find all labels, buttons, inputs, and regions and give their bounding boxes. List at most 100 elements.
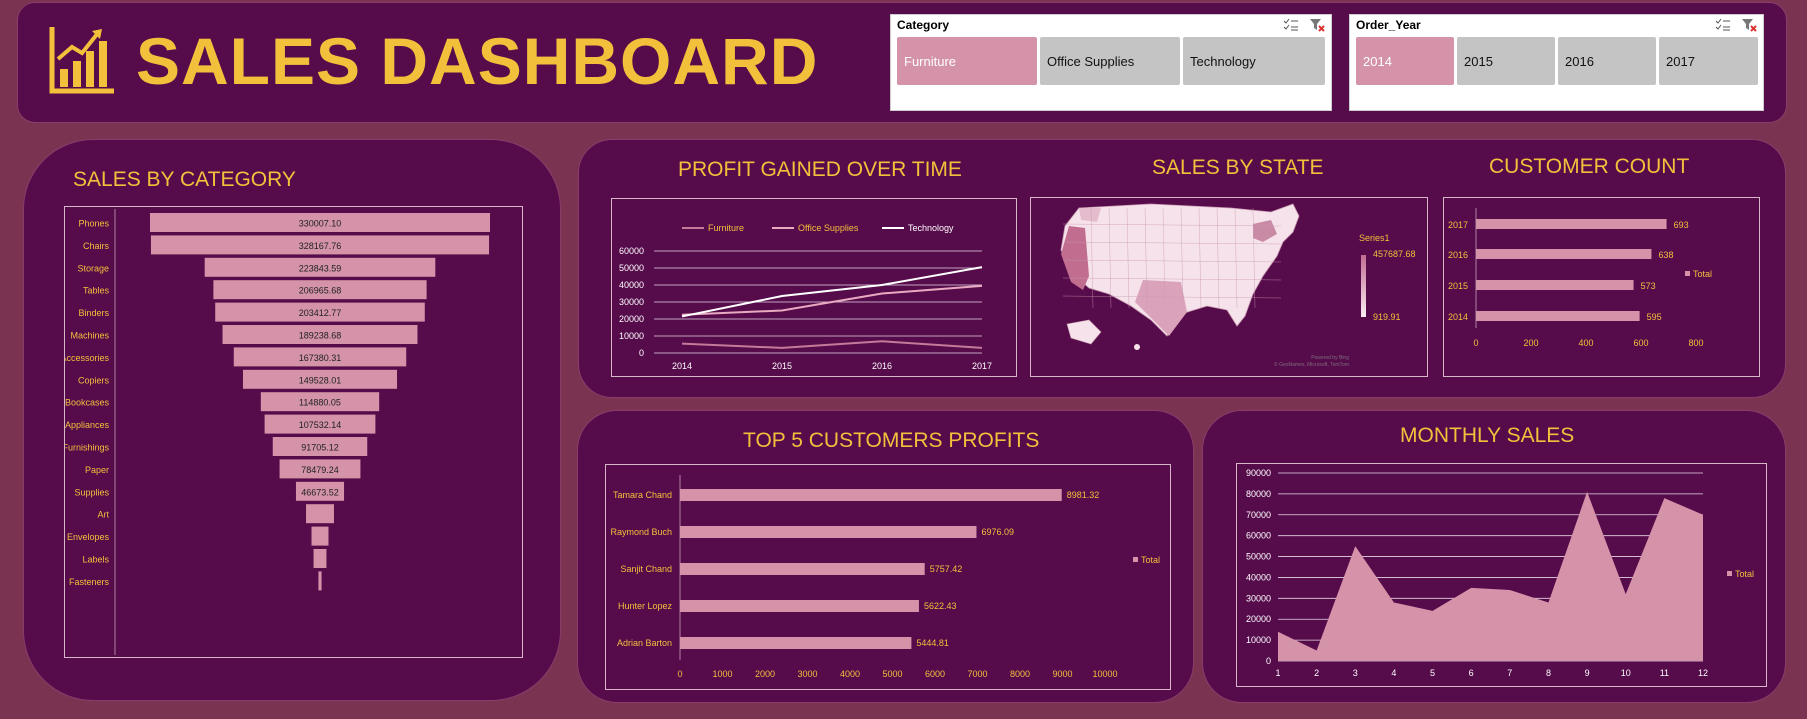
x-tick-label: 800 [1688, 338, 1703, 348]
map-credit: Powered by Bing [1311, 355, 1349, 361]
y-tick-label: 30000 [1246, 593, 1271, 603]
x-tick-label: 7 [1507, 668, 1512, 678]
x-tick-label: 2017 [972, 361, 992, 371]
category-bar [242, 369, 398, 389]
y-tick-label: 60000 [619, 246, 644, 256]
customer-profit-bar [680, 526, 977, 538]
category-bar [306, 504, 334, 524]
category-bar [150, 213, 490, 232]
x-tick-label: 600 [1633, 338, 1648, 348]
y-tick-label: 90000 [1246, 468, 1271, 478]
data-label: 638 [1658, 250, 1673, 260]
category-bar [279, 459, 361, 479]
y-tick-label: Raymond Buch [610, 527, 672, 537]
legend-label: Total [1693, 269, 1712, 279]
chart-title: CUSTOMER COUNT [1489, 155, 1690, 178]
y-tick-label: 60000 [1246, 531, 1271, 541]
plot-area: 0 10000 20000 30000 40000 50000 60000 70000 8000… [1236, 463, 1767, 687]
clear-filter-icon[interactable] [1309, 18, 1325, 32]
x-tick-label: 0 [677, 669, 682, 679]
y-tick-label: 40000 [1246, 572, 1271, 582]
category-tick-label: Supplies [74, 487, 109, 497]
chart-title: TOP 5 CUSTOMERS PROFITS [743, 429, 1040, 452]
y-tick-label: 50000 [1246, 552, 1271, 562]
legend-label: Total [1735, 569, 1754, 579]
plot-area: 2017 693 2016 638 2015 573 2014 595 0 200 400 600 80… [1443, 197, 1760, 377]
customer-profit-bar [680, 637, 912, 649]
customer-bar [1476, 280, 1634, 290]
usa-map-shape [1060, 203, 1300, 337]
y-tick-label: Sanjit Chand [620, 564, 672, 574]
category-bar [222, 325, 418, 344]
y-tick-label: 2017 [1448, 220, 1468, 230]
category-tick-label: Machines [70, 331, 109, 341]
category-data-label: 189238.68 [299, 331, 342, 341]
y-tick-label: Hunter Lopez [618, 601, 673, 611]
y-tick-label: 20000 [619, 314, 644, 324]
legend-max-label: 457687.68 [1373, 249, 1416, 259]
customer-bar [1476, 311, 1640, 321]
multi-select-icon[interactable] [1715, 18, 1731, 32]
state-hawaii [1134, 344, 1140, 350]
category-bar [311, 526, 329, 546]
category-data-label: 167380.31 [299, 353, 342, 363]
plot-area: Tamara Chand 8981.32 Raymond Buch 6976.09 Sa… [605, 464, 1171, 690]
category-tick-label: Bookcases [65, 398, 109, 408]
category-data-label: 78479.24 [301, 465, 339, 475]
state-border [1180, 207, 1184, 309]
category-tick-label: Paper [85, 465, 109, 475]
chart-title: PROFIT GAINED OVER TIME [678, 158, 962, 181]
customer-bar [1476, 249, 1652, 259]
slicer-button-2016[interactable]: 2016 [1558, 37, 1656, 85]
x-tick-label: 10000 [1092, 669, 1117, 679]
y-tick-label: 2014 [1448, 312, 1468, 322]
map-credit: © GeoNames, Microsoft, TomTom [1274, 361, 1349, 368]
x-tick-label: 2014 [672, 361, 692, 371]
slicer-button-2017[interactable]: 2017 [1659, 37, 1758, 85]
category-tick-label: Labels [82, 555, 109, 565]
slicer-button-furniture[interactable]: Furniture [897, 37, 1037, 85]
monthly-sales-panel: MONTHLY SALES 0 10000 20000 30000 40000 50000… [1202, 410, 1786, 703]
x-tick-label: 1000 [712, 669, 732, 679]
monthly-sales-area [1278, 491, 1703, 661]
plot-area: Phones 330007.10 Chairs 328167.76 Storage 223… [60, 206, 523, 658]
x-tick-label: 8 [1546, 668, 1551, 678]
y-tick-label: 50000 [619, 263, 644, 273]
category-bar [295, 481, 345, 501]
bar-chart-growth-icon [49, 27, 114, 94]
slicer-button-2014[interactable]: 2014 [1356, 37, 1454, 85]
state-new-york [1253, 220, 1277, 242]
x-tick-label: 3 [1353, 668, 1358, 678]
category-tick-label: Chairs [83, 241, 110, 251]
top-charts-panel: PROFIT GAINED OVER TIME 0 10000 20000 30000… [578, 139, 1786, 398]
clear-filter-icon[interactable] [1741, 18, 1757, 32]
multi-select-icon[interactable] [1283, 18, 1299, 32]
category-tick-label: Accessories [65, 353, 110, 363]
slicer-button-technology[interactable]: Technology [1183, 37, 1325, 85]
data-label: 8981.32 [1067, 490, 1100, 500]
x-tick-label: 1 [1275, 668, 1280, 678]
state-border [1062, 277, 1282, 281]
customer-bar [1476, 219, 1667, 229]
category-data-label: 149528.01 [299, 375, 342, 385]
x-tick-label: 2 [1314, 668, 1319, 678]
x-tick-label: 400 [1578, 338, 1593, 348]
order-year-slicer: Order_Year 2014 2015 2016 2017 [1349, 14, 1764, 111]
slicer-button-2015[interactable]: 2015 [1457, 37, 1555, 85]
slicer-button-office-supplies[interactable]: Office Supplies [1040, 37, 1180, 85]
legend-gradient [1361, 255, 1366, 317]
y-tick-label: Adrian Barton [617, 638, 672, 648]
state-border [1108, 207, 1112, 309]
category-bar [313, 549, 327, 568]
category-bar [272, 437, 368, 456]
sales-by-category-panel: SALES BY CATEGORY Phones 330007.10 Chairs 3… [23, 139, 561, 701]
x-tick-label: 4 [1391, 668, 1396, 678]
header-panel: SALES DASHBOARD Category Furniture Offic… [17, 2, 1787, 123]
category-tick-label: Fasteners [69, 577, 110, 587]
customer-count-chart: 2017 693 2016 638 2015 573 2014 595 0 200 400 600 80… [1448, 208, 1712, 348]
category-tick-label: Furnishings [65, 443, 109, 453]
y-tick-label: 20000 [1246, 614, 1271, 624]
x-tick-label: 6 [1469, 668, 1474, 678]
series-line [681, 284, 983, 316]
data-label: 595 [1647, 312, 1662, 322]
